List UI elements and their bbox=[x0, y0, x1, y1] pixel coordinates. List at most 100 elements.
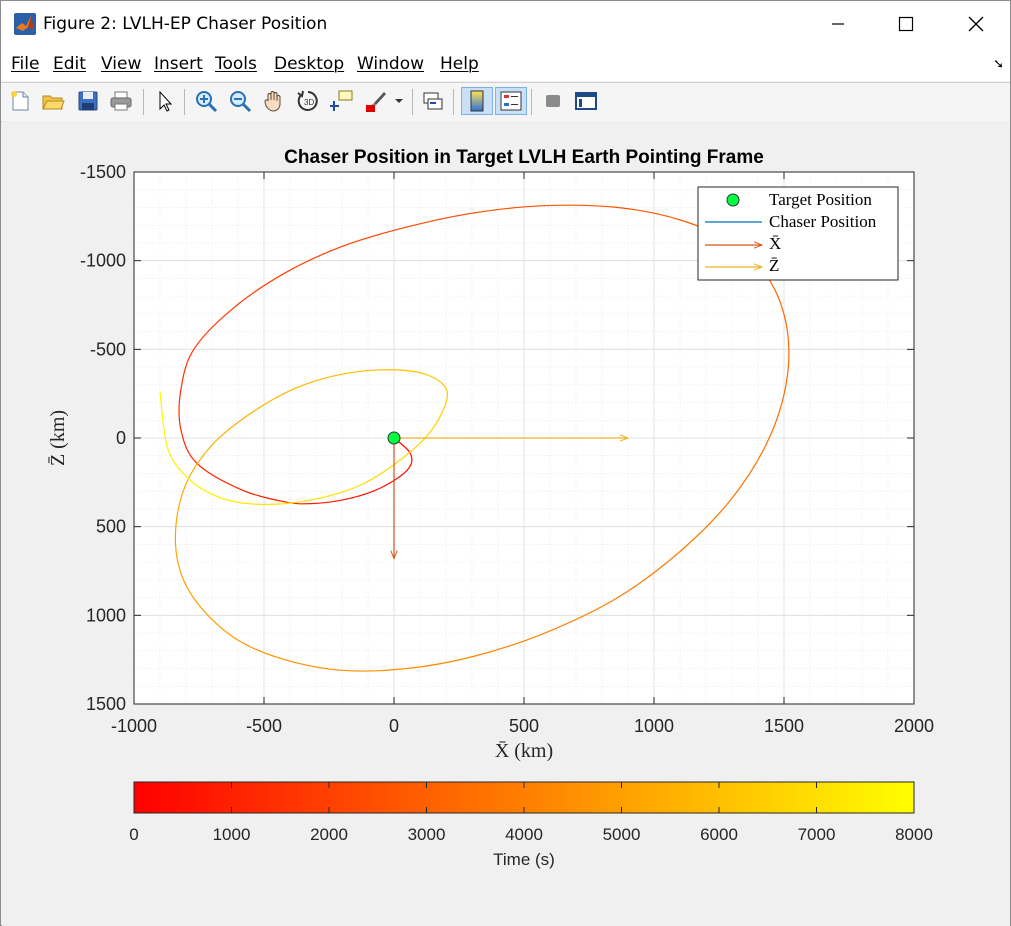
minimize-icon bbox=[832, 23, 844, 25]
legend-icon bbox=[500, 91, 522, 111]
pan-button[interactable] bbox=[260, 87, 288, 115]
show-plot-tools-button[interactable] bbox=[572, 87, 600, 115]
pan-hand-icon bbox=[264, 91, 281, 112]
trajectory-segment bbox=[544, 597, 619, 634]
window-title: Figure 2: LVLH-EP Chaser Position bbox=[43, 14, 328, 34]
legend-button[interactable] bbox=[495, 87, 527, 115]
legend-label-target: Target Position bbox=[769, 190, 872, 209]
open-file-button[interactable] bbox=[39, 87, 67, 115]
trajectory-segment bbox=[310, 499, 343, 505]
trajectory-segment bbox=[174, 529, 182, 574]
trajectory-segment bbox=[180, 572, 203, 609]
x-tick-label: 1000 bbox=[634, 716, 674, 736]
trajectory-segment bbox=[237, 639, 286, 661]
toolbar-separator bbox=[184, 89, 185, 115]
toolbar-separator bbox=[531, 89, 532, 115]
dock-figure-icon[interactable]: ➘ bbox=[993, 57, 1004, 72]
trajectory-segment bbox=[393, 437, 426, 466]
trajectory-segment bbox=[388, 369, 426, 375]
chart-title: Chaser Position in Target LVLH Earth Poi… bbox=[284, 147, 764, 168]
menu-desktop[interactable]: Desktop bbox=[274, 54, 345, 74]
select-button[interactable] bbox=[151, 87, 179, 115]
trajectory-segment bbox=[409, 451, 413, 466]
trajectory-segment bbox=[617, 206, 681, 221]
trajectory-segment bbox=[294, 373, 343, 389]
new-figure-button[interactable] bbox=[6, 87, 34, 115]
hide-plot-tools-button[interactable] bbox=[539, 87, 567, 115]
colorbar-button[interactable] bbox=[461, 87, 493, 115]
trajectory-segment bbox=[406, 212, 476, 228]
save-icon bbox=[78, 91, 98, 111]
trajectory-segment bbox=[341, 490, 374, 501]
trajectory-segment bbox=[178, 389, 182, 430]
x-tick-label: 1500 bbox=[764, 716, 804, 736]
menu-view[interactable]: View bbox=[101, 54, 142, 74]
menu-file[interactable]: File bbox=[11, 54, 40, 74]
target-marker[interactable] bbox=[387, 431, 401, 445]
menu-tools[interactable]: Tools bbox=[215, 54, 257, 74]
rotate-3d-icon: 3D bbox=[297, 90, 318, 111]
print-icon bbox=[110, 91, 132, 111]
select-pointer-icon bbox=[159, 90, 173, 112]
toolbar-separator bbox=[412, 89, 413, 115]
chevron-down-icon bbox=[395, 99, 403, 103]
brush-dropdown[interactable] bbox=[392, 87, 406, 115]
menu-insert[interactable]: Insert bbox=[154, 54, 203, 74]
title-bar[interactable]: Figure 2: LVLH-EP Chaser Position bbox=[1, 1, 1010, 47]
link-plot-button[interactable] bbox=[419, 87, 447, 115]
trajectory-segment bbox=[679, 497, 733, 553]
open-file-icon bbox=[42, 95, 65, 110]
colorbar-tick-label: 3000 bbox=[408, 825, 446, 844]
colorbar-tick-label: 5000 bbox=[603, 825, 641, 844]
figure-canvas: -1000 -500 0 500 1000 1500 2000 -1500 -1000 -500 0… bbox=[2, 121, 1010, 926]
colorbar-label: Time (s) bbox=[493, 850, 555, 869]
zoom-out-button[interactable] bbox=[226, 87, 254, 115]
menu-help[interactable]: Help bbox=[440, 54, 479, 74]
axis-ticks: -1000 -500 0 500 1000 1500 2000 -1500 -1000 -500 0… bbox=[80, 162, 934, 736]
zoom-in-button[interactable] bbox=[192, 87, 220, 115]
print-button[interactable] bbox=[107, 87, 135, 115]
trajectory-segment bbox=[474, 632, 546, 657]
trajectory-segment bbox=[216, 495, 249, 505]
maximize-button[interactable] bbox=[883, 1, 929, 47]
trajectory-segment bbox=[767, 380, 788, 441]
save-button[interactable] bbox=[74, 87, 102, 115]
trajectory-segment bbox=[398, 464, 412, 478]
minimize-button[interactable] bbox=[815, 1, 861, 47]
x-tick-label: 0 bbox=[389, 716, 399, 736]
menu-bar: File Edit View Insert Tools Desktop Wind… bbox=[1, 47, 1010, 81]
colorbar-icon bbox=[470, 90, 484, 112]
show-plot-tools-icon bbox=[575, 92, 597, 110]
trajectory-segment bbox=[247, 503, 286, 506]
trajectory-segment bbox=[325, 483, 364, 498]
y-tick-label: 0 bbox=[116, 428, 126, 448]
colorbar-ticks: 0 1000 2000 3000 4000 5000 6000 7000 8000 bbox=[129, 782, 933, 844]
trajectory-segment bbox=[341, 369, 390, 375]
trajectory-segment bbox=[474, 205, 546, 214]
brush-button[interactable] bbox=[362, 87, 390, 115]
close-icon bbox=[968, 16, 984, 32]
x-axis-label: X̄ (km) bbox=[495, 740, 553, 762]
colorbar-tick-label: 4000 bbox=[505, 825, 543, 844]
trajectory-segment bbox=[240, 488, 286, 503]
trajectory-segment bbox=[193, 307, 234, 350]
trajectory-segment bbox=[406, 655, 476, 670]
menu-window[interactable]: Window bbox=[357, 54, 425, 74]
legend[interactable]: Target Position Chaser Position X̄ Z̄ bbox=[697, 186, 899, 281]
trajectory-segment bbox=[442, 387, 449, 411]
menu-edit[interactable]: Edit bbox=[53, 54, 86, 74]
trajectory-segment bbox=[185, 444, 213, 485]
trajectory-segment bbox=[180, 428, 197, 464]
data-cursor-button[interactable] bbox=[328, 87, 356, 115]
chaser-trajectory bbox=[159, 204, 790, 672]
trajectory-segment bbox=[167, 448, 190, 480]
x-tick-label: -500 bbox=[246, 716, 282, 736]
close-button[interactable] bbox=[953, 1, 999, 47]
rotate-button[interactable]: 3D bbox=[294, 87, 322, 115]
y-tick-label: -1500 bbox=[80, 162, 126, 182]
trajectory-segment bbox=[188, 478, 218, 498]
trajectory-segment bbox=[424, 373, 447, 389]
colorbar-tick-label: 7000 bbox=[798, 825, 836, 844]
trajectory-segment bbox=[175, 483, 187, 531]
